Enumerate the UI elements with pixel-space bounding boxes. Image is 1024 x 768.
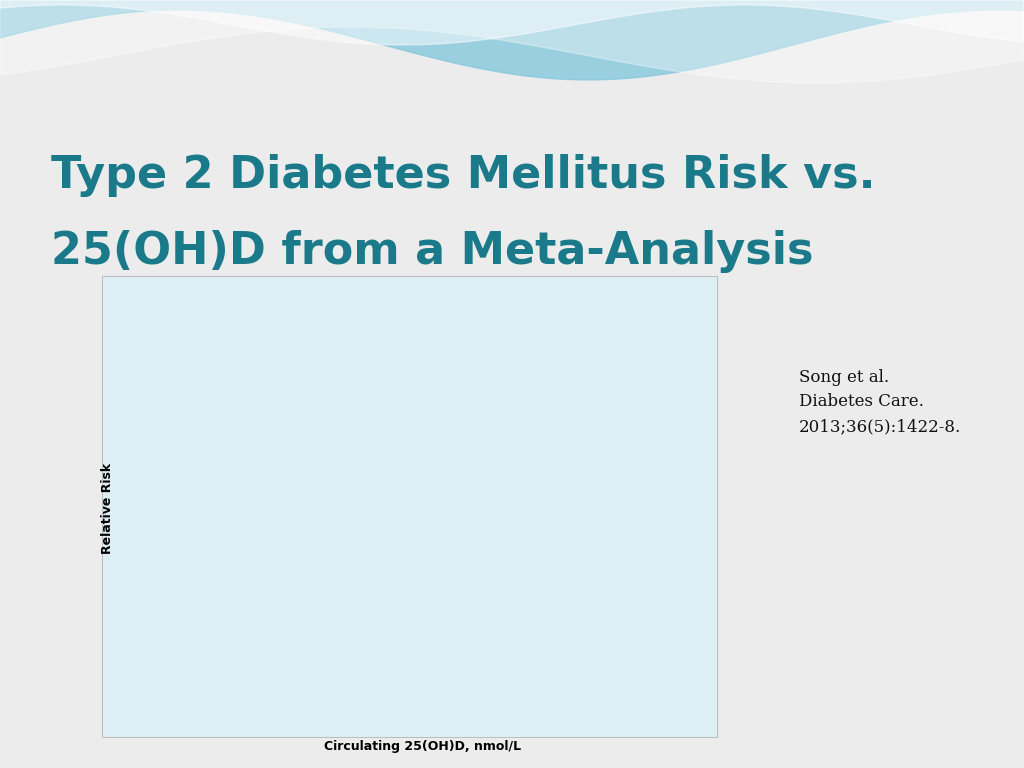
- Point: [301, 462, 317, 474]
- Point: [654, 607, 671, 620]
- Point: [318, 471, 335, 483]
- Point: [387, 595, 403, 607]
- Point: [380, 680, 396, 693]
- Point: [294, 434, 310, 446]
- Point: [414, 589, 430, 601]
- Point: [456, 617, 472, 629]
- Text: Type 2 Diabetes Mellitus Risk vs.: Type 2 Diabetes Mellitus Risk vs.: [51, 154, 876, 197]
- X-axis label: Circulating 25(OH)D, nmol/L: Circulating 25(OH)D, nmol/L: [324, 740, 521, 753]
- Point: [449, 584, 465, 596]
- Point: [362, 449, 379, 461]
- Point: [339, 571, 355, 584]
- Point: [380, 617, 396, 629]
- Point: [373, 571, 389, 584]
- Point: [311, 566, 328, 578]
- Point: [352, 562, 369, 574]
- Text: Relative Risk: Relative Risk: [101, 463, 114, 554]
- Point: [620, 639, 636, 651]
- Text: 25(OH)D from a Meta-Analysis: 25(OH)D from a Meta-Analysis: [51, 230, 814, 273]
- Point: [627, 607, 643, 620]
- Point: [482, 598, 499, 611]
- Point: [370, 577, 386, 589]
- Text: Song et al.
Diabetes Care.
2013;36(5):1422-8.: Song et al. Diabetes Care. 2013;36(5):14…: [799, 369, 961, 435]
- Point: [346, 566, 362, 578]
- Point: [362, 598, 379, 611]
- Point: [305, 475, 322, 487]
- Point: [311, 571, 328, 584]
- Point: [346, 516, 362, 528]
- Text: RR=0.96 (95% CI: 0.94-0.97) per 10 nmol/L
increment in 25(OH)D

P for linear tre: RR=0.96 (95% CI: 0.94-0.97) per 10 nmol/…: [384, 316, 610, 360]
- Point: [329, 452, 345, 465]
- Point: [466, 589, 482, 601]
- Point: [380, 584, 396, 596]
- Point: [336, 562, 352, 574]
- Point: [237, 325, 253, 337]
- Point: [408, 589, 424, 601]
- Point: [441, 598, 458, 611]
- Point: [329, 644, 345, 657]
- Point: [421, 598, 437, 611]
- Point: [431, 607, 447, 620]
- Point: [356, 558, 373, 571]
- Point: [671, 602, 687, 614]
- Point: [397, 613, 414, 625]
